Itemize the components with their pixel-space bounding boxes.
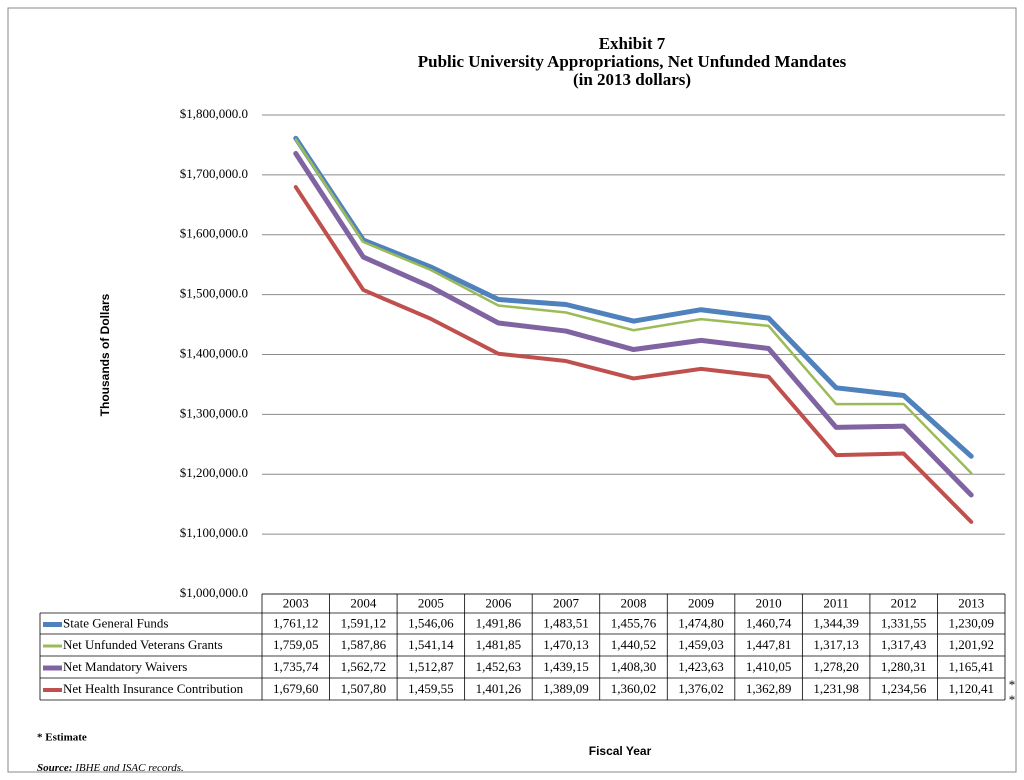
table-value: 1,562,72 xyxy=(341,659,387,674)
table-value: 1,447,81 xyxy=(746,637,792,652)
estimate-mark: * xyxy=(1009,677,1016,692)
table-value: 1,331,55 xyxy=(881,615,927,630)
table-value: 1,120,41 xyxy=(948,681,994,696)
series-line xyxy=(293,150,974,498)
table-value: 1,231,98 xyxy=(813,681,859,696)
table-value: 1,459,55 xyxy=(408,681,454,696)
x-tick-label: 2007 xyxy=(553,595,580,610)
estimate-mark: * xyxy=(1009,692,1016,707)
source-label: Source: xyxy=(37,762,72,774)
table-value: 1,483,51 xyxy=(543,615,589,630)
table-value: 1,201,92 xyxy=(948,637,994,652)
table-value: 1,481,85 xyxy=(476,637,522,652)
table-value: 1,491,86 xyxy=(476,615,522,630)
x-tick-label: 2011 xyxy=(823,595,849,610)
series-line xyxy=(294,138,973,475)
x-tick-label: 2005 xyxy=(418,595,444,610)
x-axis-title: Fiscal Year xyxy=(589,744,652,758)
x-tick-label: 2012 xyxy=(891,595,917,610)
legend-label: Net Health Insurance Contribution xyxy=(63,681,244,696)
table-value: 1,440,52 xyxy=(611,637,657,652)
table-value: 1,410,05 xyxy=(746,659,792,674)
table-value: 1,759,05 xyxy=(273,637,319,652)
table-value: 1,452,63 xyxy=(476,659,522,674)
table-value: 1,587,86 xyxy=(341,637,387,652)
table-value: 1,546,06 xyxy=(408,615,454,630)
x-tick-label: 2004 xyxy=(350,595,377,610)
x-tick-label: 2009 xyxy=(688,595,714,610)
y-tick-label: $1,100,000.0 xyxy=(180,525,248,540)
table-value: 1,455,76 xyxy=(611,615,657,630)
table-value: 1,541,14 xyxy=(408,637,454,652)
table-value: 1,234,56 xyxy=(881,681,927,696)
x-tick-label: 2006 xyxy=(485,595,512,610)
table-value: 1,512,87 xyxy=(408,659,454,674)
table-value: 1,474,80 xyxy=(678,615,724,630)
y-tick-label: $1,200,000.0 xyxy=(180,465,248,480)
legend-label: Net Mandatory Waivers xyxy=(63,659,187,674)
table-value: 1,165,41 xyxy=(948,659,994,674)
y-tick-label: $1,800,000.0 xyxy=(180,106,248,121)
table-value: 1,439,15 xyxy=(543,659,589,674)
x-tick-label: 2003 xyxy=(283,595,309,610)
y-axis-title: Thousands of Dollars xyxy=(98,293,112,416)
table-value: 1,389,09 xyxy=(543,681,589,696)
table-value: 1,230,09 xyxy=(948,615,994,630)
chart-title: Exhibit 7 xyxy=(599,34,666,53)
y-tick-label: $1,500,000.0 xyxy=(180,286,248,301)
source-text: IBHE and ISAC records. xyxy=(74,762,184,774)
x-tick-label: 2008 xyxy=(621,595,647,610)
x-tick-label: 2013 xyxy=(958,595,984,610)
table-value: 1,317,13 xyxy=(813,637,859,652)
source: Source: IBHE and ISAC records. xyxy=(37,762,184,774)
table-value: 1,362,89 xyxy=(746,681,792,696)
table-value: 1,376,02 xyxy=(678,681,724,696)
table-value: 1,470,13 xyxy=(543,637,589,652)
y-tick-label: $1,400,000.0 xyxy=(180,345,248,360)
y-tick-label: $1,300,000.0 xyxy=(180,405,248,420)
table-value: 1,360,02 xyxy=(611,681,657,696)
chart-title: Public University Appropriations, Net Un… xyxy=(418,52,847,71)
note: * Estimate xyxy=(37,732,87,744)
table-value: 1,507,80 xyxy=(341,681,387,696)
y-tick-label: $1,600,000.0 xyxy=(180,226,248,241)
table-value: 1,280,31 xyxy=(881,659,927,674)
table-value: 1,408,30 xyxy=(611,659,657,674)
table-value: 1,761,12 xyxy=(273,615,319,630)
table-value: 1,679,60 xyxy=(273,681,319,696)
y-tick-label: $1,700,000.0 xyxy=(180,166,248,181)
table-value: 1,423,63 xyxy=(678,659,724,674)
table-value: 1,317,43 xyxy=(881,637,927,652)
table-value: 1,401,26 xyxy=(476,681,522,696)
legend-label: State General Funds xyxy=(63,615,168,630)
series-line xyxy=(293,185,974,524)
table-value: 1,344,39 xyxy=(813,615,859,630)
table-value: 1,591,12 xyxy=(341,615,387,630)
y-tick-label: $1,000,000.0 xyxy=(180,585,248,600)
table-value: 1,459,03 xyxy=(678,637,724,652)
legend-label: Net Unfunded Veterans Grants xyxy=(63,637,223,652)
x-tick-label: 2010 xyxy=(756,595,782,610)
chart-title: (in 2013 dollars) xyxy=(573,70,691,89)
table-value: 1,278,20 xyxy=(813,659,859,674)
table-value: 1,735,74 xyxy=(273,659,319,674)
chart-frame xyxy=(7,7,1017,773)
table-value: 1,460,74 xyxy=(746,615,792,630)
series-line xyxy=(293,135,974,459)
